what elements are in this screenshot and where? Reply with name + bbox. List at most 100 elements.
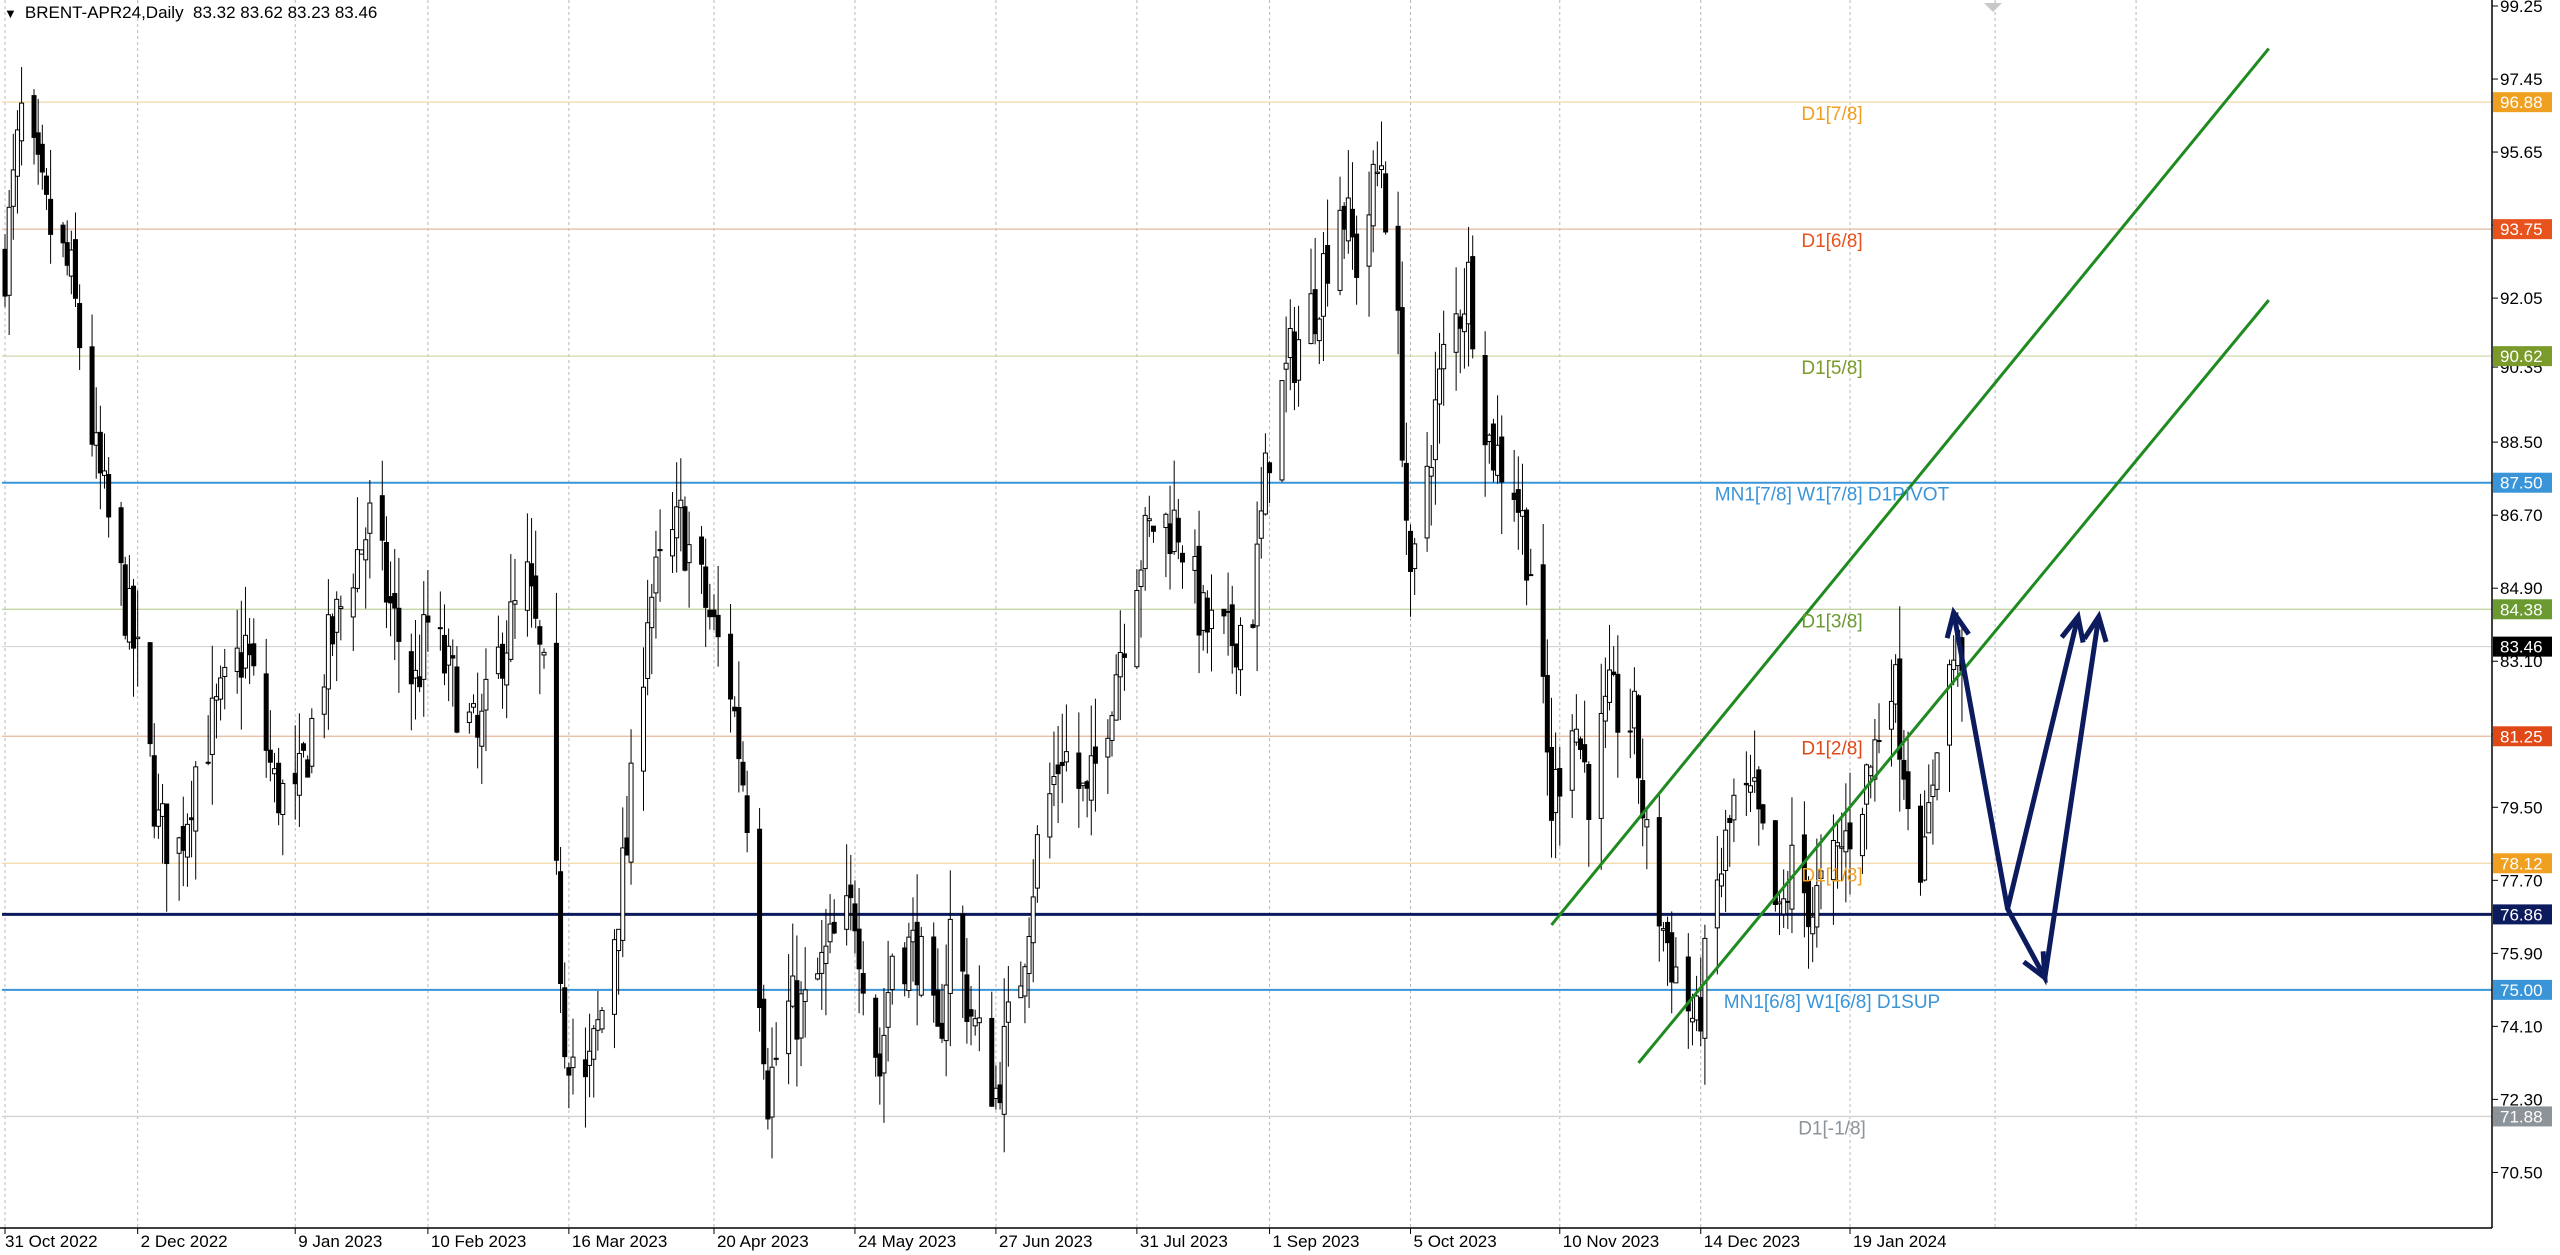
channel-lower-line[interactable] (1637, 299, 2270, 1064)
candle (553, 642, 559, 861)
price-tag (2493, 853, 2552, 874)
candle (1030, 896, 1036, 944)
candle (1026, 935, 1032, 975)
candle (1810, 916, 1816, 935)
chart-header: ▼ BRENT-APR24,Daily 83.32 83.62 83.23 83.… (4, 3, 377, 23)
candle (1204, 597, 1210, 633)
candle (1279, 380, 1285, 481)
candle (48, 198, 54, 235)
candle (657, 548, 663, 552)
candle (860, 973, 866, 994)
candle (126, 587, 132, 643)
price-tag-label: 81.25 (2500, 727, 2543, 746)
level-label: MN1[7/8] W1[7/8] D1PIVOT (1715, 485, 1950, 506)
forecast-arrows[interactable] (1944, 606, 2109, 986)
y-tick-label: 83.10 (2500, 652, 2543, 671)
candle (744, 795, 750, 833)
candle (1470, 256, 1476, 350)
candle (1001, 1025, 1007, 1115)
candle (582, 1059, 588, 1078)
candle (209, 697, 215, 755)
candle (1250, 624, 1256, 628)
time-axis[interactable]: 31 Oct 2022 2 Dec 2022 9 Jan 2023 10 Feb 20… (4, 1228, 1947, 1251)
candle (562, 987, 568, 1058)
trend-channel[interactable] (1550, 47, 2270, 1064)
candle (790, 975, 796, 1007)
channel-upper-line[interactable] (1550, 47, 2270, 926)
x-tick-label: 1 Sep 2023 (1273, 1232, 1360, 1251)
candle (417, 676, 423, 688)
candle (1267, 462, 1273, 474)
y-tick-label: 95.65 (2500, 143, 2543, 162)
candle (367, 502, 373, 534)
forecast-second-leg[interactable] (2005, 616, 2081, 910)
price-tag (2493, 904, 2552, 925)
candle (1441, 343, 1447, 370)
candle (1196, 545, 1202, 636)
candle (1519, 510, 1525, 517)
candle (1225, 610, 1231, 613)
forecast-path[interactable] (1951, 612, 2102, 986)
candle (587, 1050, 593, 1066)
candle (122, 564, 128, 636)
candle (350, 587, 356, 618)
candle (1747, 785, 1753, 793)
candle (558, 871, 564, 984)
candle (1312, 289, 1318, 335)
candle (19, 102, 25, 142)
candle (1785, 900, 1791, 903)
candle (1752, 777, 1758, 782)
candle (1258, 510, 1264, 539)
candle (1515, 489, 1521, 513)
candle (541, 651, 547, 656)
candle (234, 647, 240, 672)
candle (512, 600, 518, 605)
candle (1528, 574, 1534, 577)
candle (155, 809, 161, 827)
candle (89, 346, 95, 445)
candle (1192, 556, 1198, 571)
candle (1947, 664, 1953, 746)
candle (164, 803, 170, 865)
candle (1934, 752, 1940, 790)
candle (1922, 836, 1928, 881)
candle (43, 175, 49, 195)
candle (1486, 434, 1492, 443)
candle (993, 1087, 999, 1099)
candle (1437, 368, 1443, 405)
candle (222, 666, 228, 678)
candle (877, 1053, 883, 1077)
candle (674, 506, 680, 539)
candle (1553, 768, 1559, 814)
candle (1772, 820, 1778, 905)
candle (1777, 901, 1783, 905)
candle (218, 677, 224, 700)
level-label: D1[-1/8] (1798, 1118, 1866, 1139)
chart-shift-icon[interactable] (1984, 3, 2002, 12)
candle (1134, 589, 1140, 668)
candle (1917, 805, 1923, 883)
level-label: D1[2/8] (1801, 738, 1862, 759)
level-lines (2, 101, 2492, 1118)
candle (947, 918, 953, 994)
candle (1602, 695, 1608, 722)
candle (1200, 592, 1206, 631)
candle (1582, 744, 1588, 763)
candle (383, 541, 389, 603)
candle (1395, 225, 1401, 311)
candle (599, 1010, 605, 1030)
candle (1105, 737, 1111, 758)
candle (39, 143, 45, 173)
candle (1254, 543, 1260, 627)
candle (1150, 525, 1156, 532)
candle (852, 903, 858, 932)
candle (670, 529, 676, 557)
candle (466, 711, 472, 723)
candle (1835, 842, 1841, 847)
candle (1076, 752, 1082, 789)
candle (1685, 956, 1691, 1012)
candle (14, 129, 20, 177)
price-tag (2493, 472, 2552, 493)
triangle-down-icon[interactable]: ▼ (4, 6, 17, 21)
